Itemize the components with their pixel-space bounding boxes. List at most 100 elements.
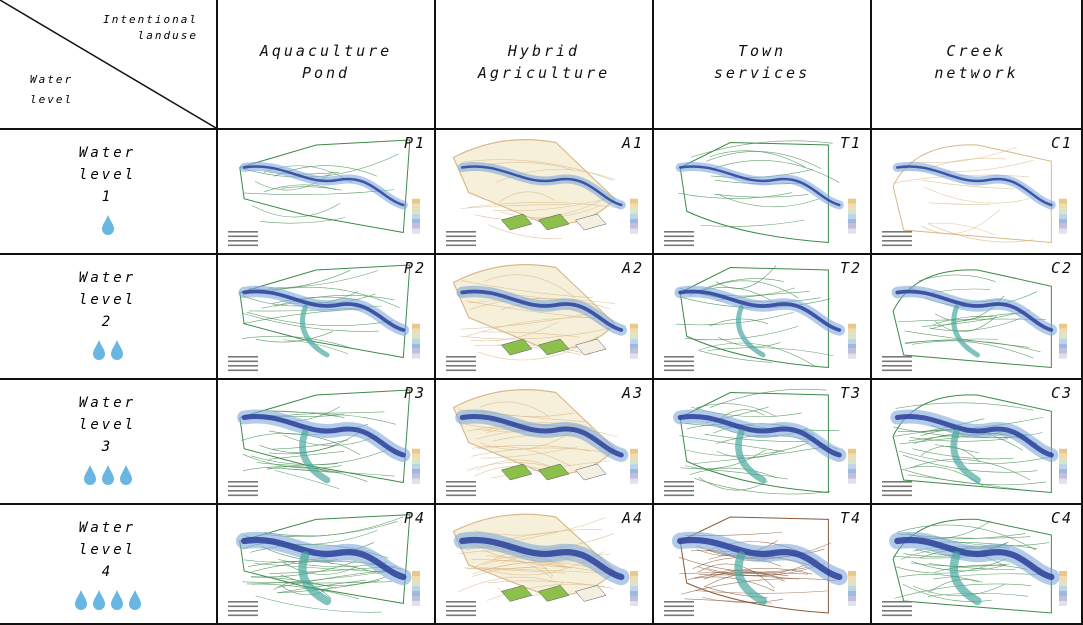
- row-title-line: Water: [78, 145, 137, 161]
- scenario-tag: P2: [403, 259, 426, 277]
- legend-ramp: [446, 448, 638, 497]
- legend-ramp: [228, 448, 420, 497]
- water-drop-icon: [83, 465, 96, 485]
- legend-ramp: [882, 198, 1067, 247]
- row-title-line: 3: [101, 439, 114, 455]
- scenario-map: [664, 516, 856, 617]
- legend-ramp: [446, 198, 638, 247]
- scenario-cell: C3: [872, 380, 1083, 505]
- scenario-tag: T2: [839, 259, 862, 277]
- scenario-tag: A2: [621, 259, 644, 277]
- column-title: Hybrid Agriculture: [436, 40, 652, 84]
- scenario-cell: A1: [436, 130, 654, 255]
- scenario-cell: C4: [872, 505, 1083, 625]
- scenario-cell: P4: [218, 505, 436, 625]
- corner-water-label: Water level: [30, 70, 73, 110]
- row-title-line: 4: [101, 564, 114, 580]
- water-drops: [0, 339, 215, 367]
- site-plan: [235, 514, 412, 613]
- scenario-tag: C3: [1050, 384, 1073, 402]
- scenario-tag: A4: [621, 509, 644, 527]
- row-title-line: level: [78, 292, 137, 308]
- column-title: Creek network: [872, 40, 1081, 84]
- scenario-map: [446, 264, 638, 372]
- scenario-map: [228, 139, 420, 247]
- row-title: Water level 4: [0, 517, 215, 583]
- column-header-3: Town services: [654, 0, 872, 130]
- site-plan: [452, 513, 630, 602]
- column-title-line: Hybrid: [507, 42, 581, 60]
- scenario-cell: P2: [218, 255, 436, 380]
- site-plan: [671, 516, 848, 614]
- column-title-line: Creek: [946, 42, 1007, 60]
- scenario-cell: P1: [218, 130, 436, 255]
- scenario-cell: T2: [654, 255, 872, 380]
- row-title: Water level 1: [0, 142, 215, 208]
- scenario-cell: T4: [654, 505, 872, 625]
- site-plan: [238, 264, 411, 359]
- site-plan: [889, 518, 1060, 614]
- water-drop-icon: [101, 215, 114, 235]
- site-plan: [673, 388, 847, 495]
- column-title: Aquaculture Pond: [218, 40, 434, 84]
- row-header-1: Water level 1: [0, 130, 218, 255]
- legend-ramp: [228, 323, 420, 372]
- scenario-map: [228, 264, 420, 372]
- scenario-tag: A3: [621, 384, 644, 402]
- corner-landuse-label: Intentional landuse: [103, 12, 198, 44]
- site-plan: [237, 389, 411, 490]
- scenario-tag: P1: [403, 134, 426, 152]
- scenario-map: [664, 265, 856, 372]
- column-title-line: network: [934, 64, 1019, 82]
- row-title-line: level: [78, 417, 137, 433]
- water-drops: [0, 589, 215, 617]
- site-plan: [674, 265, 846, 369]
- row-title-line: level: [78, 167, 137, 183]
- scenario-map: [446, 389, 638, 497]
- site-plan: [891, 269, 1058, 369]
- scenario-map: [882, 518, 1067, 617]
- scenario-tag: T3: [839, 384, 862, 402]
- water-drop-icon: [119, 465, 132, 485]
- scenario-map: [664, 388, 856, 497]
- column-header-1: Aquaculture Pond: [218, 0, 436, 130]
- row-title-line: level: [78, 542, 137, 558]
- scenario-cell: C1: [872, 130, 1083, 255]
- corner-diagonal: [0, 0, 216, 128]
- column-title-line: Pond: [301, 64, 351, 82]
- legend-ramp: [664, 198, 856, 247]
- scenario-tag: C4: [1050, 509, 1073, 527]
- legend-ramp: [882, 571, 1067, 617]
- legend-ramp: [446, 323, 638, 372]
- corner-header: Intentional landuse Water level: [0, 0, 218, 130]
- site-plan: [452, 139, 626, 239]
- scenario-map: [882, 144, 1067, 247]
- column-title-line: services: [713, 64, 811, 82]
- row-title: Water level 3: [0, 392, 215, 458]
- column-header-4: Creek network: [872, 0, 1083, 130]
- scenario-map: [228, 514, 420, 617]
- scenario-cell: A3: [436, 380, 654, 505]
- water-drop-icon: [101, 465, 114, 485]
- row-header-3: Water level 3: [0, 380, 218, 505]
- scenario-map: [446, 139, 638, 247]
- column-title-line: Agriculture: [477, 64, 611, 82]
- water-drop-icon: [92, 340, 105, 360]
- water-drop-icon: [74, 590, 87, 610]
- scenario-tag: C2: [1050, 259, 1073, 277]
- scenario-cell: A2: [436, 255, 654, 380]
- row-title-line: Water: [78, 520, 137, 536]
- row-title-line: 2: [101, 314, 114, 330]
- water-drop-icon: [110, 590, 123, 610]
- scenario-cell: A4: [436, 505, 654, 625]
- legend-ramp: [664, 323, 856, 372]
- row-title-line: Water: [78, 395, 137, 411]
- scenario-map: [664, 140, 856, 247]
- site-plan: [452, 264, 628, 361]
- corner-landuse-line-2: landuse: [137, 29, 198, 42]
- scenario-cell: T3: [654, 380, 872, 505]
- row-header-4: Water level 4: [0, 505, 218, 625]
- scenario-cell: P3: [218, 380, 436, 505]
- scenario-tag: T1: [839, 134, 862, 152]
